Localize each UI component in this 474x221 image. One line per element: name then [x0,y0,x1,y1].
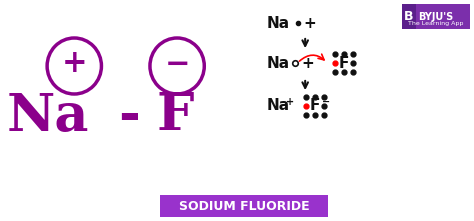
Text: -: - [118,91,139,141]
Text: Na: Na [266,55,290,70]
Text: Na: Na [266,15,290,30]
Text: Na: Na [7,91,89,141]
FancyBboxPatch shape [402,4,470,29]
Text: B: B [404,11,414,23]
Text: +: + [62,48,87,80]
Text: The Learning App: The Learning App [409,21,464,27]
FancyBboxPatch shape [160,195,328,217]
Text: −: − [164,48,190,80]
Text: Na: Na [266,99,290,114]
Text: +: + [286,97,294,107]
Text: F: F [156,91,194,141]
Text: BYJU'S: BYJU'S [419,12,454,22]
FancyBboxPatch shape [402,4,416,29]
Text: F: F [310,99,320,114]
Text: SODIUM FLUORIDE: SODIUM FLUORIDE [179,200,310,213]
Text: +: + [302,55,314,70]
Text: −: − [322,97,330,107]
Text: +: + [304,15,317,30]
Text: F: F [339,55,349,70]
